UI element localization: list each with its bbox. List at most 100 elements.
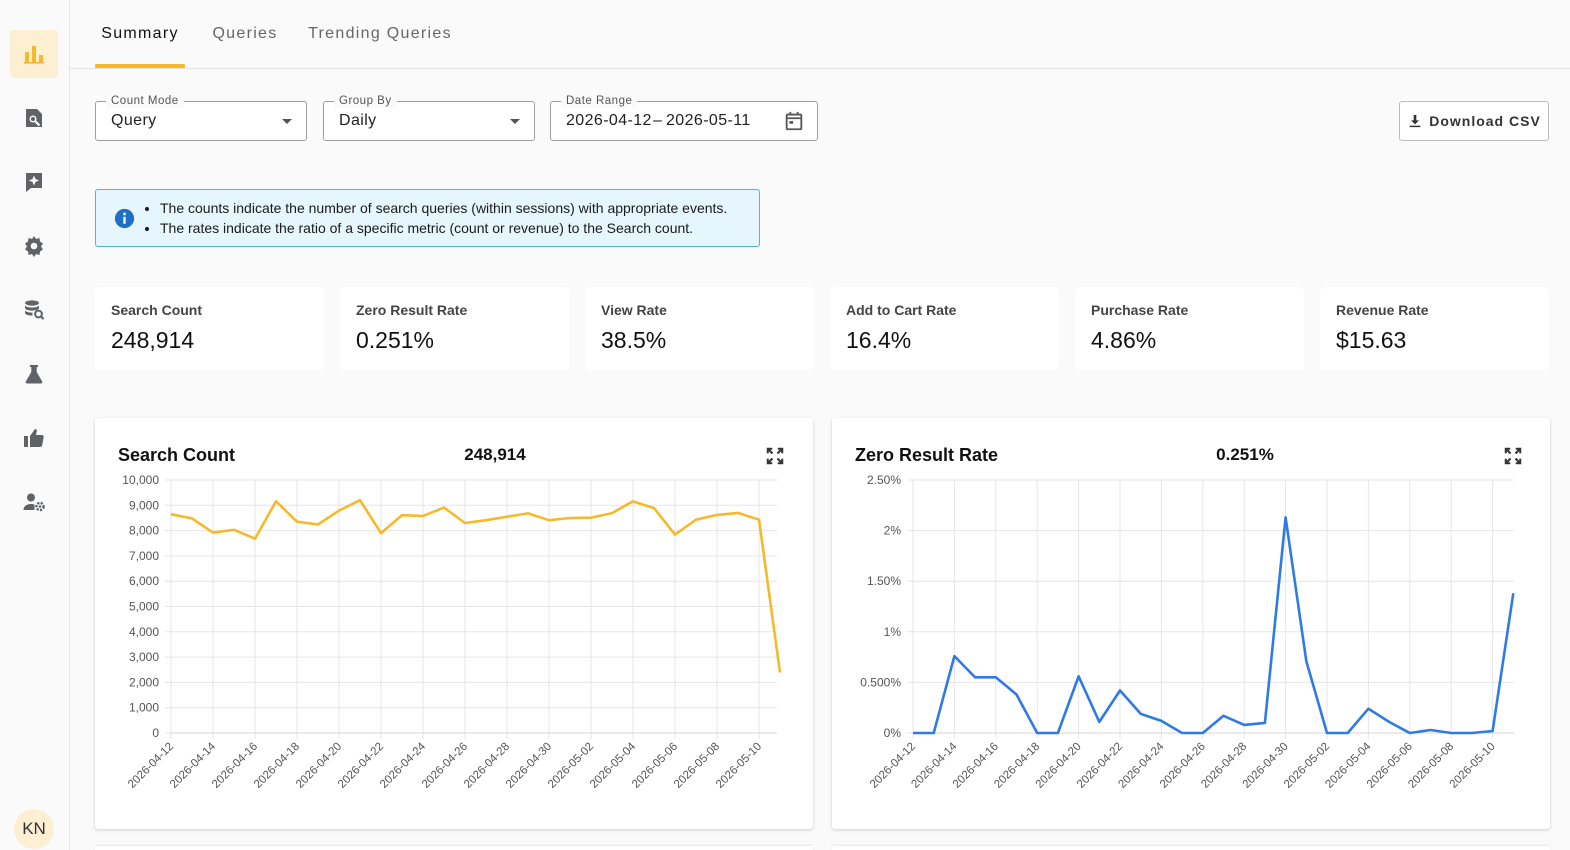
data-point[interactable] [756,517,762,523]
y-tick-label: 5,000 [129,600,159,614]
data-point[interactable] [420,513,426,519]
data-point[interactable] [609,510,615,516]
date-range-label: Date Range [561,94,638,108]
data-point[interactable] [714,512,720,518]
y-tick-label: 0% [884,726,902,740]
data-point[interactable] [1138,711,1144,717]
data-point[interactable] [1469,730,1475,736]
tab-queries[interactable]: Queries [212,25,278,42]
data-point[interactable] [693,517,699,523]
data-point[interactable] [315,522,321,528]
data-point[interactable] [1490,728,1496,734]
chart-title: Zero Result Rate [855,445,999,465]
data-point[interactable] [630,498,636,504]
data-point[interactable] [588,515,594,521]
data-point[interactable] [294,519,300,525]
data-point[interactable] [1117,687,1123,693]
y-tick-label: 10,000 [122,473,159,487]
data-point[interactable] [931,730,937,736]
data-point[interactable] [735,510,741,516]
data-point[interactable] [1076,673,1082,679]
sparkle-icon [26,173,42,192]
data-point[interactable] [462,520,468,526]
chart-card-search-count: 0 1,000 2,000 3,000 4,000 5,000 6,000 7,000 8,00… [95,418,813,829]
calendar-icon[interactable] [783,110,805,132]
y-tick-label: 0 [152,726,159,740]
count-mode-value: Query [111,112,157,129]
data-point[interactable] [189,515,195,521]
date-range-end[interactable]: 2026-05-11 [666,112,751,129]
fullscreen-icon[interactable] [1502,445,1524,467]
data-point[interactable] [1345,730,1351,736]
data-point[interactable] [525,510,531,516]
sidebar-item-queries[interactable] [10,94,58,142]
data-point[interactable] [1034,730,1040,736]
data-point[interactable] [357,497,363,503]
data-point[interactable] [1303,658,1309,664]
data-point[interactable] [1158,718,1164,724]
tab-summary[interactable]: Summary [101,25,179,42]
group-by-label: Group By [334,94,397,108]
data-point[interactable] [1510,590,1516,596]
metric-label: Zero Result Rate [356,302,468,318]
data-point[interactable] [1055,730,1061,736]
data-point[interactable] [504,514,510,520]
data-point[interactable] [972,674,978,680]
sidebar-item-experiments[interactable] [10,350,58,398]
sidebar-item-summary[interactable] [10,30,58,78]
data-point[interactable] [399,512,405,518]
tab-trending-queries[interactable]: Trending Queries [308,25,452,42]
data-point[interactable] [1221,713,1227,719]
data-point[interactable] [1262,720,1268,726]
zero-result-rate-chart: 0%0.500%1%1.50%2%2.50%2026-04-122026-04-… [860,473,1516,791]
y-tick-label: 2,000 [129,675,159,689]
data-point[interactable] [336,508,342,514]
data-point[interactable] [910,730,916,736]
sidebar-item-feedback[interactable] [10,414,58,462]
data-point[interactable] [1241,722,1247,728]
data-point[interactable] [993,674,999,680]
data-point[interactable] [483,517,489,523]
date-range-picker[interactable]: Date Range 2026-04-12 – 2026-05-11 [550,94,818,141]
download-csv-button[interactable]: Download CSV [1399,101,1549,141]
data-point[interactable] [441,505,447,511]
data-point[interactable] [1179,730,1185,736]
sidebar-item-insights[interactable] [10,158,58,206]
data-point[interactable] [168,511,174,517]
fullscreen-icon[interactable] [764,445,786,467]
data-point[interactable] [1365,706,1371,712]
data-point[interactable] [1200,730,1206,736]
data-point[interactable] [651,505,657,511]
data-point[interactable] [273,498,279,504]
data-point[interactable] [210,530,216,536]
data-point[interactable] [1324,730,1330,736]
data-point[interactable] [1386,719,1392,725]
count-mode-select[interactable]: Count Mode Query [95,94,307,141]
data-point[interactable] [567,515,573,521]
data-point[interactable] [1014,692,1020,698]
date-range-start[interactable]: 2026-04-12 [566,112,652,129]
data-point[interactable] [1428,727,1434,733]
sidebar-item-data-search[interactable] [10,286,58,334]
avatar[interactable]: KN [14,809,54,849]
data-point[interactable] [1407,730,1413,736]
chart-title: Search Count [118,445,236,465]
data-point[interactable] [1448,730,1454,736]
data-point[interactable] [777,670,783,676]
y-tick-label: 1,000 [129,701,159,715]
count-mode-label: Count Mode [106,94,184,108]
data-point[interactable] [546,517,552,523]
data-point[interactable] [1096,719,1102,725]
data-point[interactable] [252,536,258,542]
data-point[interactable] [1283,514,1289,520]
data-point[interactable] [951,653,957,659]
data-point[interactable] [378,530,384,536]
data-point[interactable] [231,527,237,533]
data-point[interactable] [672,532,678,538]
sidebar-item-settings[interactable] [10,222,58,270]
metric-card-view-rate: View Rate 38.5% [585,287,814,370]
sidebar-item-user-settings[interactable] [10,478,58,526]
group-by-select[interactable]: Group By Daily [323,94,535,141]
sidebar: KN [0,0,70,850]
y-tick-label: 7,000 [129,549,159,563]
